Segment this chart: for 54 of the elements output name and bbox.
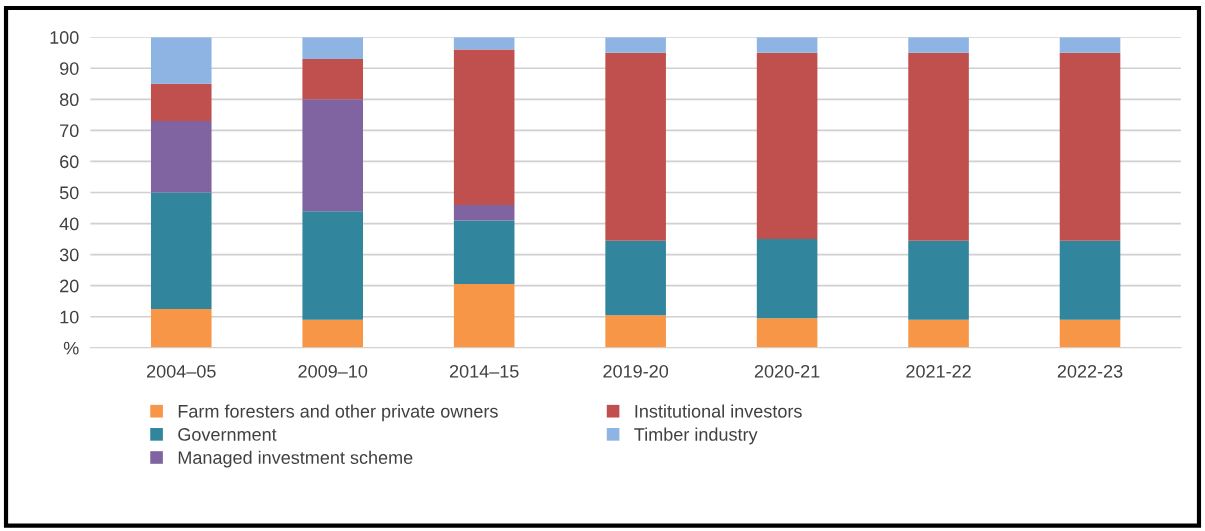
- y-tick-label: 100: [50, 31, 79, 44]
- y-tick-label: 70: [60, 124, 79, 138]
- x-tick-label: 2021-22: [906, 364, 971, 378]
- bar: [453, 49, 515, 205]
- bar: [302, 37, 364, 59]
- legend-label: Government: [178, 428, 277, 441]
- legend-label: Managed investment scheme: [178, 450, 413, 468]
- bar: [756, 239, 818, 319]
- legend-label: Farm foresters and other private owners: [178, 404, 498, 422]
- bar: [302, 99, 364, 212]
- y-tick-label: 20: [60, 279, 79, 293]
- bar: [908, 52, 969, 241]
- y-tick-label: %: [63, 341, 79, 355]
- x-tick-label: 2022-23: [1057, 364, 1123, 378]
- bar: [605, 240, 666, 316]
- x-tick-label: 2004–05: [147, 364, 216, 378]
- bar: [453, 284, 515, 348]
- bar: [1059, 319, 1121, 348]
- bar: [1059, 52, 1121, 241]
- y-tick-label: 80: [59, 93, 79, 107]
- bar: [453, 220, 515, 285]
- legend-label: Timber industry: [634, 427, 758, 445]
- bar: [1059, 37, 1121, 53]
- y-tick-label: 30: [59, 248, 79, 262]
- x-tick-label: 2014–15: [449, 364, 519, 378]
- y-tick-label: 60: [60, 155, 79, 169]
- bar: [756, 52, 818, 240]
- bar: [908, 240, 969, 320]
- bar: [908, 319, 969, 348]
- bar: [605, 37, 666, 53]
- bar: [150, 308, 212, 348]
- bar: [453, 37, 515, 50]
- y-tick-label: 90: [60, 62, 79, 75]
- bar: [150, 37, 212, 84]
- bar: [302, 211, 364, 320]
- bar: [756, 318, 818, 348]
- bar: [150, 192, 212, 309]
- bar: [150, 121, 212, 193]
- bar: [1059, 240, 1121, 320]
- bar: [453, 204, 515, 221]
- x-tick-label: 2020-21: [754, 364, 820, 378]
- x-tick-label: 2019-20: [603, 364, 669, 378]
- y-tick-label: 10: [60, 310, 79, 324]
- bar: [150, 83, 212, 122]
- y-tick-label: 50: [59, 186, 79, 200]
- bar: [756, 37, 818, 53]
- y-tick-label: 40: [59, 217, 79, 231]
- bar: [605, 315, 666, 348]
- bar: [302, 319, 364, 348]
- bar: [908, 37, 969, 53]
- bar: [302, 58, 364, 100]
- x-tick-label: 2009–10: [298, 364, 368, 378]
- legend-label: Institutional investors: [635, 404, 802, 418]
- bar: [605, 52, 666, 241]
